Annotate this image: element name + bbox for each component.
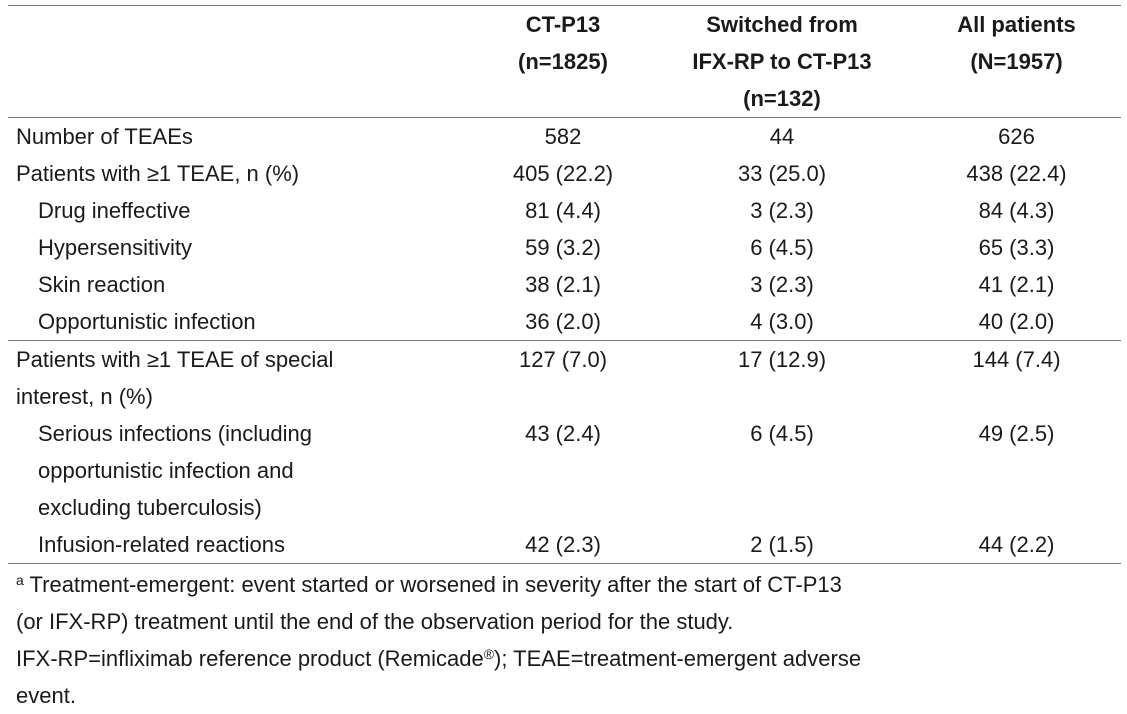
cell-all: 65 (3.3) <box>978 235 1055 260</box>
cell-ct-p13: 42 (2.3) <box>525 532 601 557</box>
cell-switched: 44 <box>769 124 795 149</box>
row-label: Patients with ≥1 TEAE, n (%) <box>16 161 300 186</box>
cell-ct-p13: 38 (2.1) <box>525 272 601 297</box>
row-label: Patients with ≥1 TEAE of special interes… <box>16 347 334 409</box>
table-body: Number of TEAEs 582 44 626 Patients with… <box>8 118 1121 564</box>
row-label: Drug ineffective <box>38 198 191 223</box>
cell-all: 84 (4.3) <box>978 198 1055 223</box>
table-row: Patients with ≥1 TEAE of special interes… <box>8 340 1121 416</box>
row-label: Infusion-related reactions <box>38 532 286 557</box>
cell-all: 438 (22.4) <box>966 161 1067 186</box>
table-row: Drug ineffective 81 (4.4) 3 (2.3) 84 (4.… <box>8 192 1121 229</box>
footnote-a-continued: (or IFX-RP) treatment until the end of t… <box>16 609 734 634</box>
header-empty-cell <box>8 6 474 118</box>
table-row: Skin reaction 38 (2.1) 3 (2.3) 41 (2.1) <box>8 266 1121 303</box>
footnote-marker: a <box>16 572 24 588</box>
cell-ct-p13: 405 (22.2) <box>512 161 614 186</box>
footnote-abbreviations: IFX-RP=infliximab reference product (Rem… <box>16 646 862 671</box>
cell-all: 49 (2.5) <box>978 421 1055 446</box>
row-label: Number of TEAEs <box>16 124 193 149</box>
table-row: Opportunistic infection 36 (2.0) 4 (3.0)… <box>8 303 1121 341</box>
row-label: Hypersensitivity <box>38 235 193 260</box>
adverse-events-table: CT-P13 (n=1825) Switched from IFX-RP to … <box>8 5 1121 564</box>
cell-all: 144 (7.4) <box>972 347 1061 372</box>
cell-ct-p13: 127 (7.0) <box>518 347 608 372</box>
cell-switched: 4 (3.0) <box>750 309 814 334</box>
cell-ct-p13: 43 (2.4) <box>525 421 601 446</box>
cell-ct-p13: 582 <box>544 124 582 149</box>
header-all-patients: All patients (N=1957) <box>957 12 1076 74</box>
row-label: Skin reaction <box>38 272 166 297</box>
cell-all: 626 <box>998 124 1035 149</box>
registered-mark: ® <box>483 646 495 662</box>
footnote-a: a Treatment-emergent: event started or w… <box>16 572 842 597</box>
cell-switched: 6 (4.5) <box>750 235 814 260</box>
cell-all: 41 (2.1) <box>978 272 1055 297</box>
cell-ct-p13: 81 (4.4) <box>525 198 601 223</box>
cell-all: 44 (2.2) <box>978 532 1055 557</box>
row-label: Opportunistic infection <box>38 309 256 334</box>
cell-switched: 3 (2.3) <box>750 198 814 223</box>
header-ct-p13: CT-P13 (n=1825) <box>518 12 608 74</box>
cell-switched: 3 (2.3) <box>750 272 814 297</box>
cell-switched: 17 (12.9) <box>737 347 827 372</box>
cell-switched: 6 (4.5) <box>750 421 814 446</box>
footnote-abbreviations-continued: event. <box>16 683 76 708</box>
cell-all: 40 (2.0) <box>978 309 1055 334</box>
table-row: Number of TEAEs 582 44 626 <box>8 118 1121 156</box>
table-row: Serious infections (including opportunis… <box>8 415 1121 526</box>
row-label: Serious infections (including opportunis… <box>38 421 312 520</box>
cell-switched: 2 (1.5) <box>750 532 814 557</box>
cell-ct-p13: 59 (3.2) <box>525 235 601 260</box>
table-row: Infusion-related reactions 42 (2.3) 2 (1… <box>8 526 1121 564</box>
header-switched: Switched from IFX-RP to CT-P13 (n=132) <box>692 12 872 111</box>
table-header: CT-P13 (n=1825) Switched from IFX-RP to … <box>8 5 1121 118</box>
table-row: Hypersensitivity 59 (3.2) 6 (4.5) 65 (3.… <box>8 229 1121 266</box>
cell-ct-p13: 36 (2.0) <box>525 309 601 334</box>
table-footnotes: a Treatment-emergent: event started or w… <box>16 566 1116 714</box>
table-row: Patients with ≥1 TEAE, n (%) 405 (22.2) … <box>8 155 1121 192</box>
cell-switched: 33 (25.0) <box>737 161 827 186</box>
